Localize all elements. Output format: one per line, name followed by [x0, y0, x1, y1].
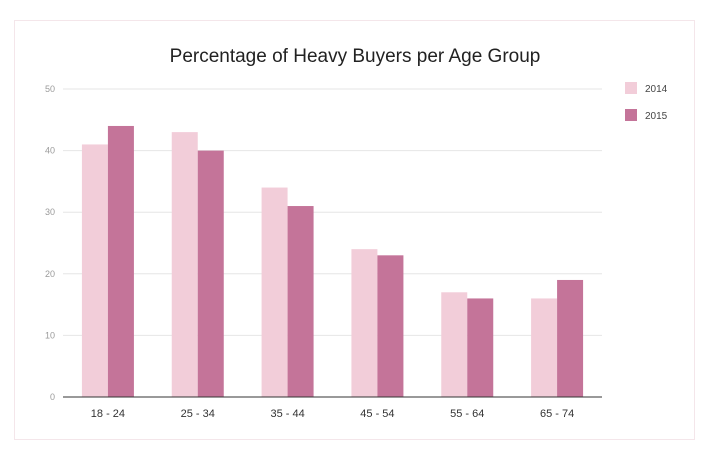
chart-title: Percentage of Heavy Buyers per Age Group: [170, 46, 541, 67]
x-tick-label: 25 - 34: [181, 408, 215, 420]
legend: 2014 2015: [625, 82, 668, 122]
x-tick-label: 35 - 44: [270, 408, 304, 420]
bar-2015-4: [377, 255, 404, 397]
x-tick-label: 18 - 24: [91, 408, 125, 420]
bar-2014-1: [81, 144, 108, 397]
bar-2015-2: [197, 150, 224, 397]
x-tick-label: 55 - 64: [450, 408, 484, 420]
y-axis-ticks: 0 10 20 30 40 50: [45, 84, 55, 402]
bar-2014-6: [531, 298, 558, 397]
y-tick-label: 50: [45, 84, 55, 94]
bar-2014-4: [351, 249, 378, 397]
bars: [81, 125, 584, 398]
gridlines: [63, 88, 602, 336]
x-axis-ticks: 18 - 24 25 - 34 35 - 44 45 - 54 55 - 64 65 - …: [91, 408, 574, 420]
y-tick-label: 40: [45, 146, 55, 156]
x-tick-label: 65 - 74: [540, 408, 574, 420]
legend-swatch-2015: [625, 109, 637, 121]
bar-2014-2: [171, 132, 198, 397]
bar-2015-1: [107, 125, 134, 398]
legend-label-2015: 2015: [645, 111, 668, 122]
legend-label-2014: 2014: [645, 84, 668, 95]
y-tick-label: 20: [45, 269, 55, 279]
bar-2014-3: [261, 187, 288, 397]
bar-2015-6: [557, 279, 584, 397]
y-tick-label: 10: [45, 330, 55, 340]
bar-2015-3: [287, 206, 314, 397]
y-tick-label: 30: [45, 207, 55, 217]
legend-swatch-2014: [625, 82, 637, 94]
y-tick-label: 0: [50, 392, 55, 402]
bar-2015-5: [467, 298, 494, 397]
x-tick-label: 45 - 54: [360, 408, 394, 420]
bar-2014-5: [441, 292, 468, 397]
